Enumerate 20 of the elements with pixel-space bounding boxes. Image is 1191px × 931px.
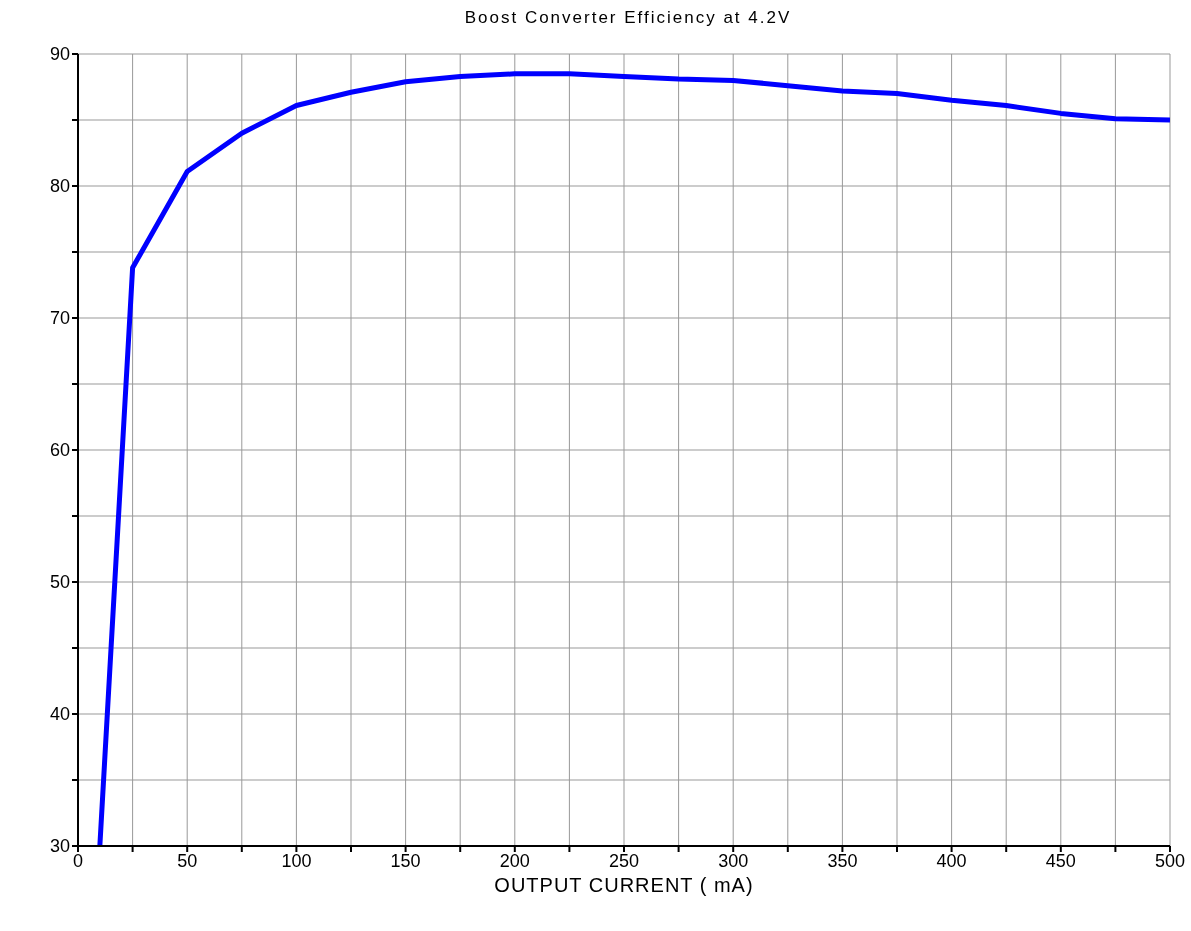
y-tick-label: 80 bbox=[49, 176, 70, 197]
y-tick-label: 90 bbox=[49, 44, 70, 65]
y-tick-label: 70 bbox=[49, 308, 70, 329]
x-tick-label: 400 bbox=[936, 850, 967, 871]
x-tick-label: 200 bbox=[499, 850, 530, 871]
y-tick-label: 30 bbox=[49, 836, 70, 857]
x-tick-label: 100 bbox=[281, 850, 312, 871]
x-tick-label: 350 bbox=[827, 850, 858, 871]
y-tick-label: 50 bbox=[49, 572, 70, 593]
x-tick-label: 300 bbox=[718, 850, 749, 871]
x-tick-label: 50 bbox=[177, 850, 198, 871]
y-tick-label: 40 bbox=[49, 704, 70, 725]
x-tick-label: 150 bbox=[390, 850, 421, 871]
x-tick-label: 250 bbox=[608, 850, 640, 871]
chart-title: Boost Converter Efficiency at 4.2V bbox=[463, 8, 793, 29]
x-axis-title: OUTPUT CURRENT ( mA) bbox=[494, 874, 754, 896]
x-tick-label: 450 bbox=[1045, 850, 1076, 871]
x-tick-label: 0 bbox=[72, 850, 84, 871]
x-tick-label: 500 bbox=[1154, 850, 1186, 871]
y-tick-label: 60 bbox=[49, 440, 70, 461]
